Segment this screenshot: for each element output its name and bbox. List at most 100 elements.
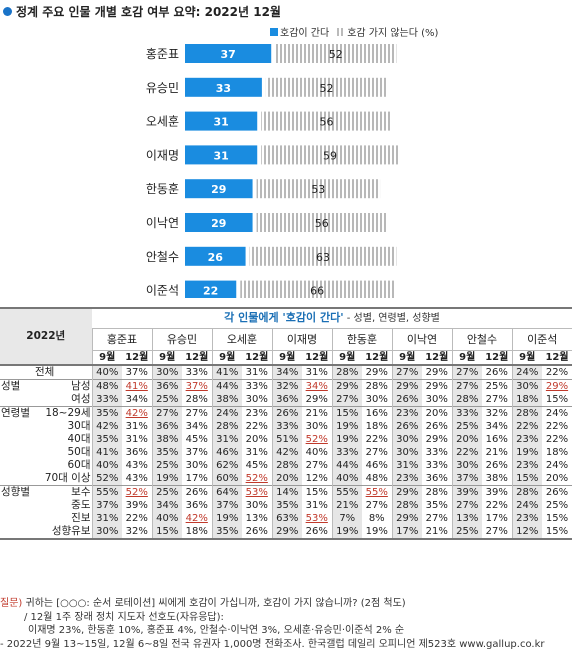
- table-cell-value: 19%: [331, 432, 362, 446]
- table-cell-value: 34%: [151, 498, 182, 512]
- table-cell-value: 23%: [511, 432, 542, 446]
- bar-category-label: 이낙연: [146, 216, 179, 230]
- row-group-label: [0, 459, 34, 472]
- table-cell-value: 27%: [305, 459, 328, 471]
- table-cell-value: 28%: [511, 405, 542, 420]
- table-cell-value: 40%: [91, 458, 122, 472]
- table-cell-value: 35%: [425, 499, 448, 511]
- row-group-label: [0, 433, 34, 446]
- table-cell-value: 30%: [185, 459, 208, 471]
- row-subgroup-label: 중도: [71, 498, 91, 511]
- table-names-row: 홍준표 유승민 오세훈 이재명 한동훈 이낙연 안철수 이준석: [0, 328, 572, 351]
- month-header: 12월: [302, 350, 332, 366]
- table-cell-value: 28%: [451, 392, 482, 406]
- table-cell-value: 23%: [242, 405, 272, 420]
- table-row: 성향별 보수 55% 52% 25% 26% 64% 53% 14% 15% 55% 55% 29% 28…: [0, 484, 572, 499]
- table-cell-value: 19%: [362, 524, 392, 540]
- table-cell-value: 32%: [122, 524, 152, 540]
- bar-category-label: 이재명: [146, 148, 179, 162]
- bar-positive-value: 29: [211, 183, 226, 196]
- table-cell-value: 40%: [91, 364, 122, 379]
- month-header: 9월: [271, 350, 302, 366]
- table-cell-value: 29%: [422, 378, 452, 393]
- table-cell-value: 18%: [545, 446, 569, 458]
- table-cell-value: 55%: [362, 484, 392, 499]
- row-group-label: 연령별: [0, 405, 34, 420]
- table-cell-value: 39%: [451, 484, 482, 499]
- table-cell-value: 16%: [485, 433, 508, 445]
- table-cell-value: 23%: [391, 471, 422, 485]
- row-subgroup-label: 40대: [67, 432, 91, 445]
- table-cell-value: 19%: [151, 471, 182, 485]
- bar-negative: [261, 145, 399, 165]
- source-line: - 2022년 9월 13~15일, 12월 6~8일 전국 유권자 1,000…: [0, 638, 545, 650]
- bar-negative: [256, 179, 381, 199]
- table-cell-value: 18%: [365, 420, 388, 432]
- table-row: 연령별 18~29세 35% 42% 27% 27% 24% 23% 26% 21% 15% 16% 2…: [0, 405, 572, 420]
- table-cell-value: 24%: [511, 364, 542, 379]
- legend-swatch-positive: [270, 27, 278, 36]
- bar-positive-value: 26: [208, 251, 224, 264]
- month-header: 12월: [542, 350, 572, 366]
- table-cell-value: 19%: [211, 511, 242, 525]
- row-subgroup-label: 18~29세: [34, 405, 92, 420]
- table-cell-value: 27%: [425, 512, 448, 524]
- table-cell-value: 46%: [365, 459, 388, 471]
- table-cell-value: 17%: [485, 512, 508, 524]
- row-group-label: [0, 420, 34, 433]
- table-cell-value: 26%: [302, 524, 332, 540]
- table-cell-value: 18%: [511, 392, 542, 406]
- favorability-bar-chart: 홍준표 37 52 유승민 33 52 오세훈 31 56 이재명 31 59 한동훈 29 53 이낙연 29…: [146, 44, 399, 298]
- table-cell-value: 35%: [91, 432, 122, 446]
- row-subgroup-label: 70대 이상: [44, 471, 91, 484]
- table-cell-value: 36%: [125, 446, 148, 458]
- month-header: 12월: [362, 350, 392, 366]
- bar-negative-value: 63: [316, 251, 330, 264]
- table-cell-value: 26%: [271, 405, 302, 420]
- bar-negative-value: 53: [311, 183, 325, 196]
- table-cell-value: 52%: [122, 484, 152, 499]
- table-row: 70대 이상 52% 43% 19% 17% 60% 52% 20% 12% 40% 48% 23% 3…: [0, 471, 572, 485]
- table-cell-value: 27%: [451, 364, 482, 379]
- table-cell-value: 13%: [451, 511, 482, 525]
- table-cell-value: 29%: [542, 378, 572, 393]
- table-cell-value: 15%: [545, 393, 569, 405]
- table-cell-value: 32%: [482, 405, 512, 420]
- table-cell-value: 38%: [485, 472, 508, 484]
- table-cell-value: 15%: [331, 405, 362, 420]
- person-name-header: 오세훈: [211, 328, 272, 351]
- table-cell-value: 36%: [425, 472, 448, 484]
- chart-title-text: 정계 주요 인물 개별 호감 여부 요약: 2022년 12월: [16, 5, 281, 19]
- table-cell-value: 25%: [451, 419, 482, 433]
- table-cell-value: 42%: [91, 419, 122, 433]
- table-cell-value: 16%: [362, 405, 392, 420]
- row-group-label: [0, 512, 34, 525]
- footer-notes: 질문) 귀하는 [○○○: 순서 로테이션] 씨에게 호감이 가십니까, 호감이…: [0, 597, 544, 651]
- table-cell-value: 42%: [185, 512, 208, 524]
- bar-negative-value: 56: [319, 116, 333, 129]
- legend-positive-label: 호감이 간다: [280, 28, 330, 39]
- table-cell-value: 35%: [151, 445, 182, 459]
- bar-negative: [256, 213, 388, 232]
- table-cell-value: 34%: [302, 378, 332, 393]
- table-cell-value: 22%: [545, 366, 569, 378]
- table-cell-value: 43%: [125, 459, 148, 471]
- table-cell-value: 31%: [305, 499, 328, 511]
- table-cell-value: 26%: [485, 366, 508, 378]
- table-cell-value: 42%: [122, 405, 152, 420]
- table-cell-value: 41%: [122, 378, 152, 393]
- chart-title: 정계 주요 인물 개별 호감 여부 요약: 2022년 12월: [3, 3, 281, 20]
- table-cell-value: 34%: [485, 420, 508, 432]
- table-cell-value: 26%: [182, 484, 212, 499]
- table-cell-value: 33%: [425, 459, 448, 471]
- table-cell-value: 37%: [451, 471, 482, 485]
- bar-positive: [185, 111, 258, 131]
- table-cell-value: 33%: [451, 405, 482, 420]
- row-subgroup-label: 50대: [67, 445, 91, 458]
- table-cell-value: 23%: [511, 511, 542, 525]
- table-cell-value: 30%: [245, 499, 268, 511]
- table-cell-value: 31%: [245, 366, 268, 378]
- table-cell-value: 45%: [245, 459, 268, 471]
- table-row: 30대 42% 31% 36% 34% 28% 22% 33% 30% 19% 18% 26% 26% 2…: [0, 419, 572, 433]
- table-cell-value: 32%: [271, 378, 302, 393]
